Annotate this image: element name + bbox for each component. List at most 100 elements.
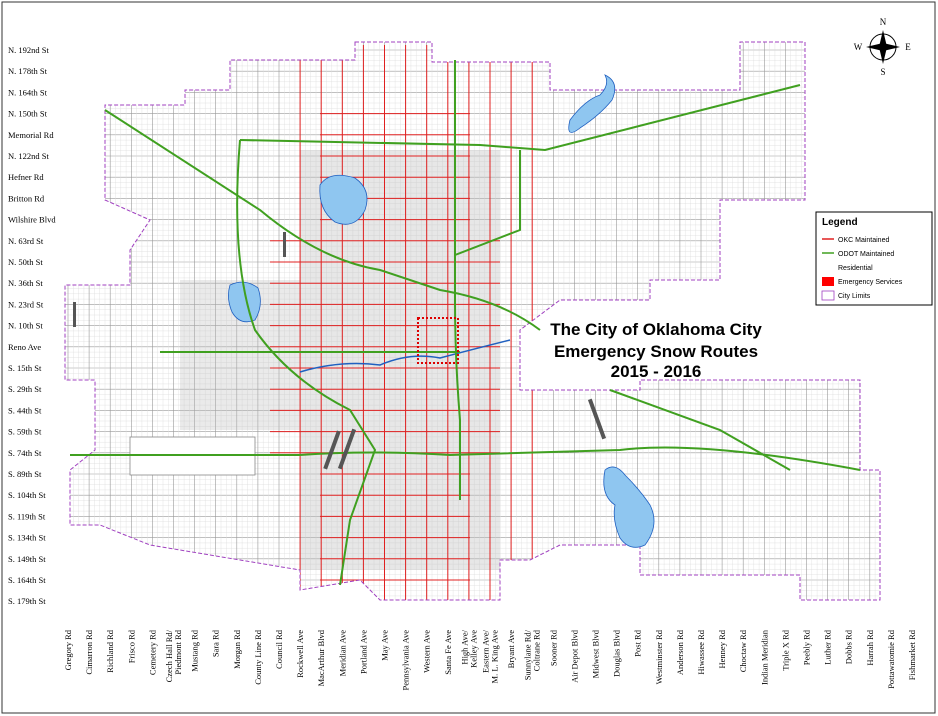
street-label: Britton Rd [8,193,45,203]
street-label: N. 178th St [8,66,48,76]
airport [73,232,607,470]
legend-item: Emergency Services [838,279,903,286]
street-label: N. 150th St [8,109,48,119]
street-label: County Line Rd [253,629,263,685]
street-label: Cemetery Rd [147,629,157,675]
street-label: Portland Ave [358,630,368,674]
runway [283,232,286,257]
street-label: Wilshire Blvd [8,215,56,225]
street-label: Anderson Rd [675,629,685,675]
street-label: N. 63rd St [8,236,44,246]
legend-swatch [822,277,834,286]
street-label: Meridian Ave [337,630,347,677]
lake-hefner [319,174,368,225]
highway [236,139,377,586]
street-label: Triple X Rd [780,629,790,671]
street-label: Czech Hall Rd/ [164,629,174,682]
street-label: Indian Meridian [759,629,769,685]
street-label: Sooner Rd [548,629,558,666]
street-label: N. 23rd St [8,299,44,309]
street-label: S. 89th St [8,469,42,479]
lake-stanley-draper [603,466,655,548]
street-label: Kelley Ave [468,630,478,668]
highway [104,109,541,331]
street-label: Pottawatomie Rd [886,629,896,689]
street-label: N. 36th St [8,278,43,288]
street-label: N. 122nd St [8,151,49,161]
downtown-core [417,317,459,364]
title-line: 2015 - 2016 [611,362,702,381]
highway [239,84,801,152]
street-label: S. 104th St [8,490,46,500]
street-label: S. 44th St [8,405,42,415]
street-label: Morgan Rd [232,629,242,669]
city-limits [64,41,881,601]
runway [337,428,357,470]
legend: Legend OKC Maintained ODOT Maintained Re… [815,211,933,306]
street-label: S. 149th St [8,554,46,564]
runway [73,302,76,327]
legend-box [815,211,933,306]
street-label: Post Rd [633,629,643,656]
street-label: S. 164th St [8,575,46,585]
street-label: Pennsylvania Ave [401,630,411,691]
street-label: S. 15th St [8,363,42,373]
legend-swatch [821,290,835,301]
street-label: Dobbs Rd [844,629,854,664]
street-label: May Ave [380,630,390,661]
street-label: Gregory Rd [63,629,73,670]
highway [609,389,791,471]
street-label: Coltrane Rd [532,629,542,671]
street-label: N. 10th St [8,321,43,331]
legend-item: City Limits [838,293,871,300]
runway [587,398,607,440]
highways [70,60,861,586]
street-label: Hefner Rd [8,172,44,182]
street-label: Harrah Rd [865,629,875,665]
street-label: Piedmont Rd [173,629,183,674]
street-label: Midwest Blvd [591,629,601,678]
lake-overholser [228,281,261,323]
compass-w: W [854,42,863,52]
compass-needle [866,43,900,51]
street-label: Eastern Ave/ [481,629,491,673]
legend-item: ODOT Maintained [838,251,894,258]
compass-s: S [880,67,885,77]
street-label: Fishmarket Rd [907,629,917,680]
street-label: Peebly Rd [802,629,812,665]
street-label: M. L. King Ave [490,630,500,684]
street-label: Rockwell Ave [295,630,305,678]
legend-title: Legend [822,217,858,228]
street-label: Cimarron Rd [84,629,94,674]
street-label: MacArthur Blvd [316,629,326,686]
highway [70,446,861,471]
street-label: S. 59th St [8,427,42,437]
street-label: Sunnylane Rd/ [523,629,533,680]
arcadia-lake [568,74,616,133]
compass-n: N [880,17,887,27]
street-label: S. 29th St [8,384,42,394]
bottom-street-labels: Gregory Rd Cimarron Rd Richland Rd Frisco R… [63,629,917,690]
street-label: Luther Rd [823,629,833,664]
legend-item: Residential [838,265,873,272]
street-label: Henney Rd [717,629,727,668]
street-label: S. 119th St [8,511,46,521]
street-label: Santa Fe Ave [443,630,453,675]
compass: N E S W [854,17,912,77]
street-label: Frisco Rd [126,629,136,663]
street-label: N. 50th St [8,257,43,267]
street-label: Richland Rd [105,629,115,672]
compass-e: E [905,42,911,52]
runway [323,430,341,470]
legend-item: OKC Maintained [838,237,889,244]
street-label: Douglas Blvd [612,629,622,677]
street-label: Choctaw Rd [738,629,748,672]
street-label: Mustang Rd [190,629,200,672]
street-label: Bryant Ave [506,630,516,669]
river [299,339,511,373]
left-street-labels: N. 192nd St N. 178th St N. 164th St N. 150t… [8,45,56,606]
street-label: S. 74th St [8,448,42,458]
street-label: Reno Ave [8,342,41,352]
